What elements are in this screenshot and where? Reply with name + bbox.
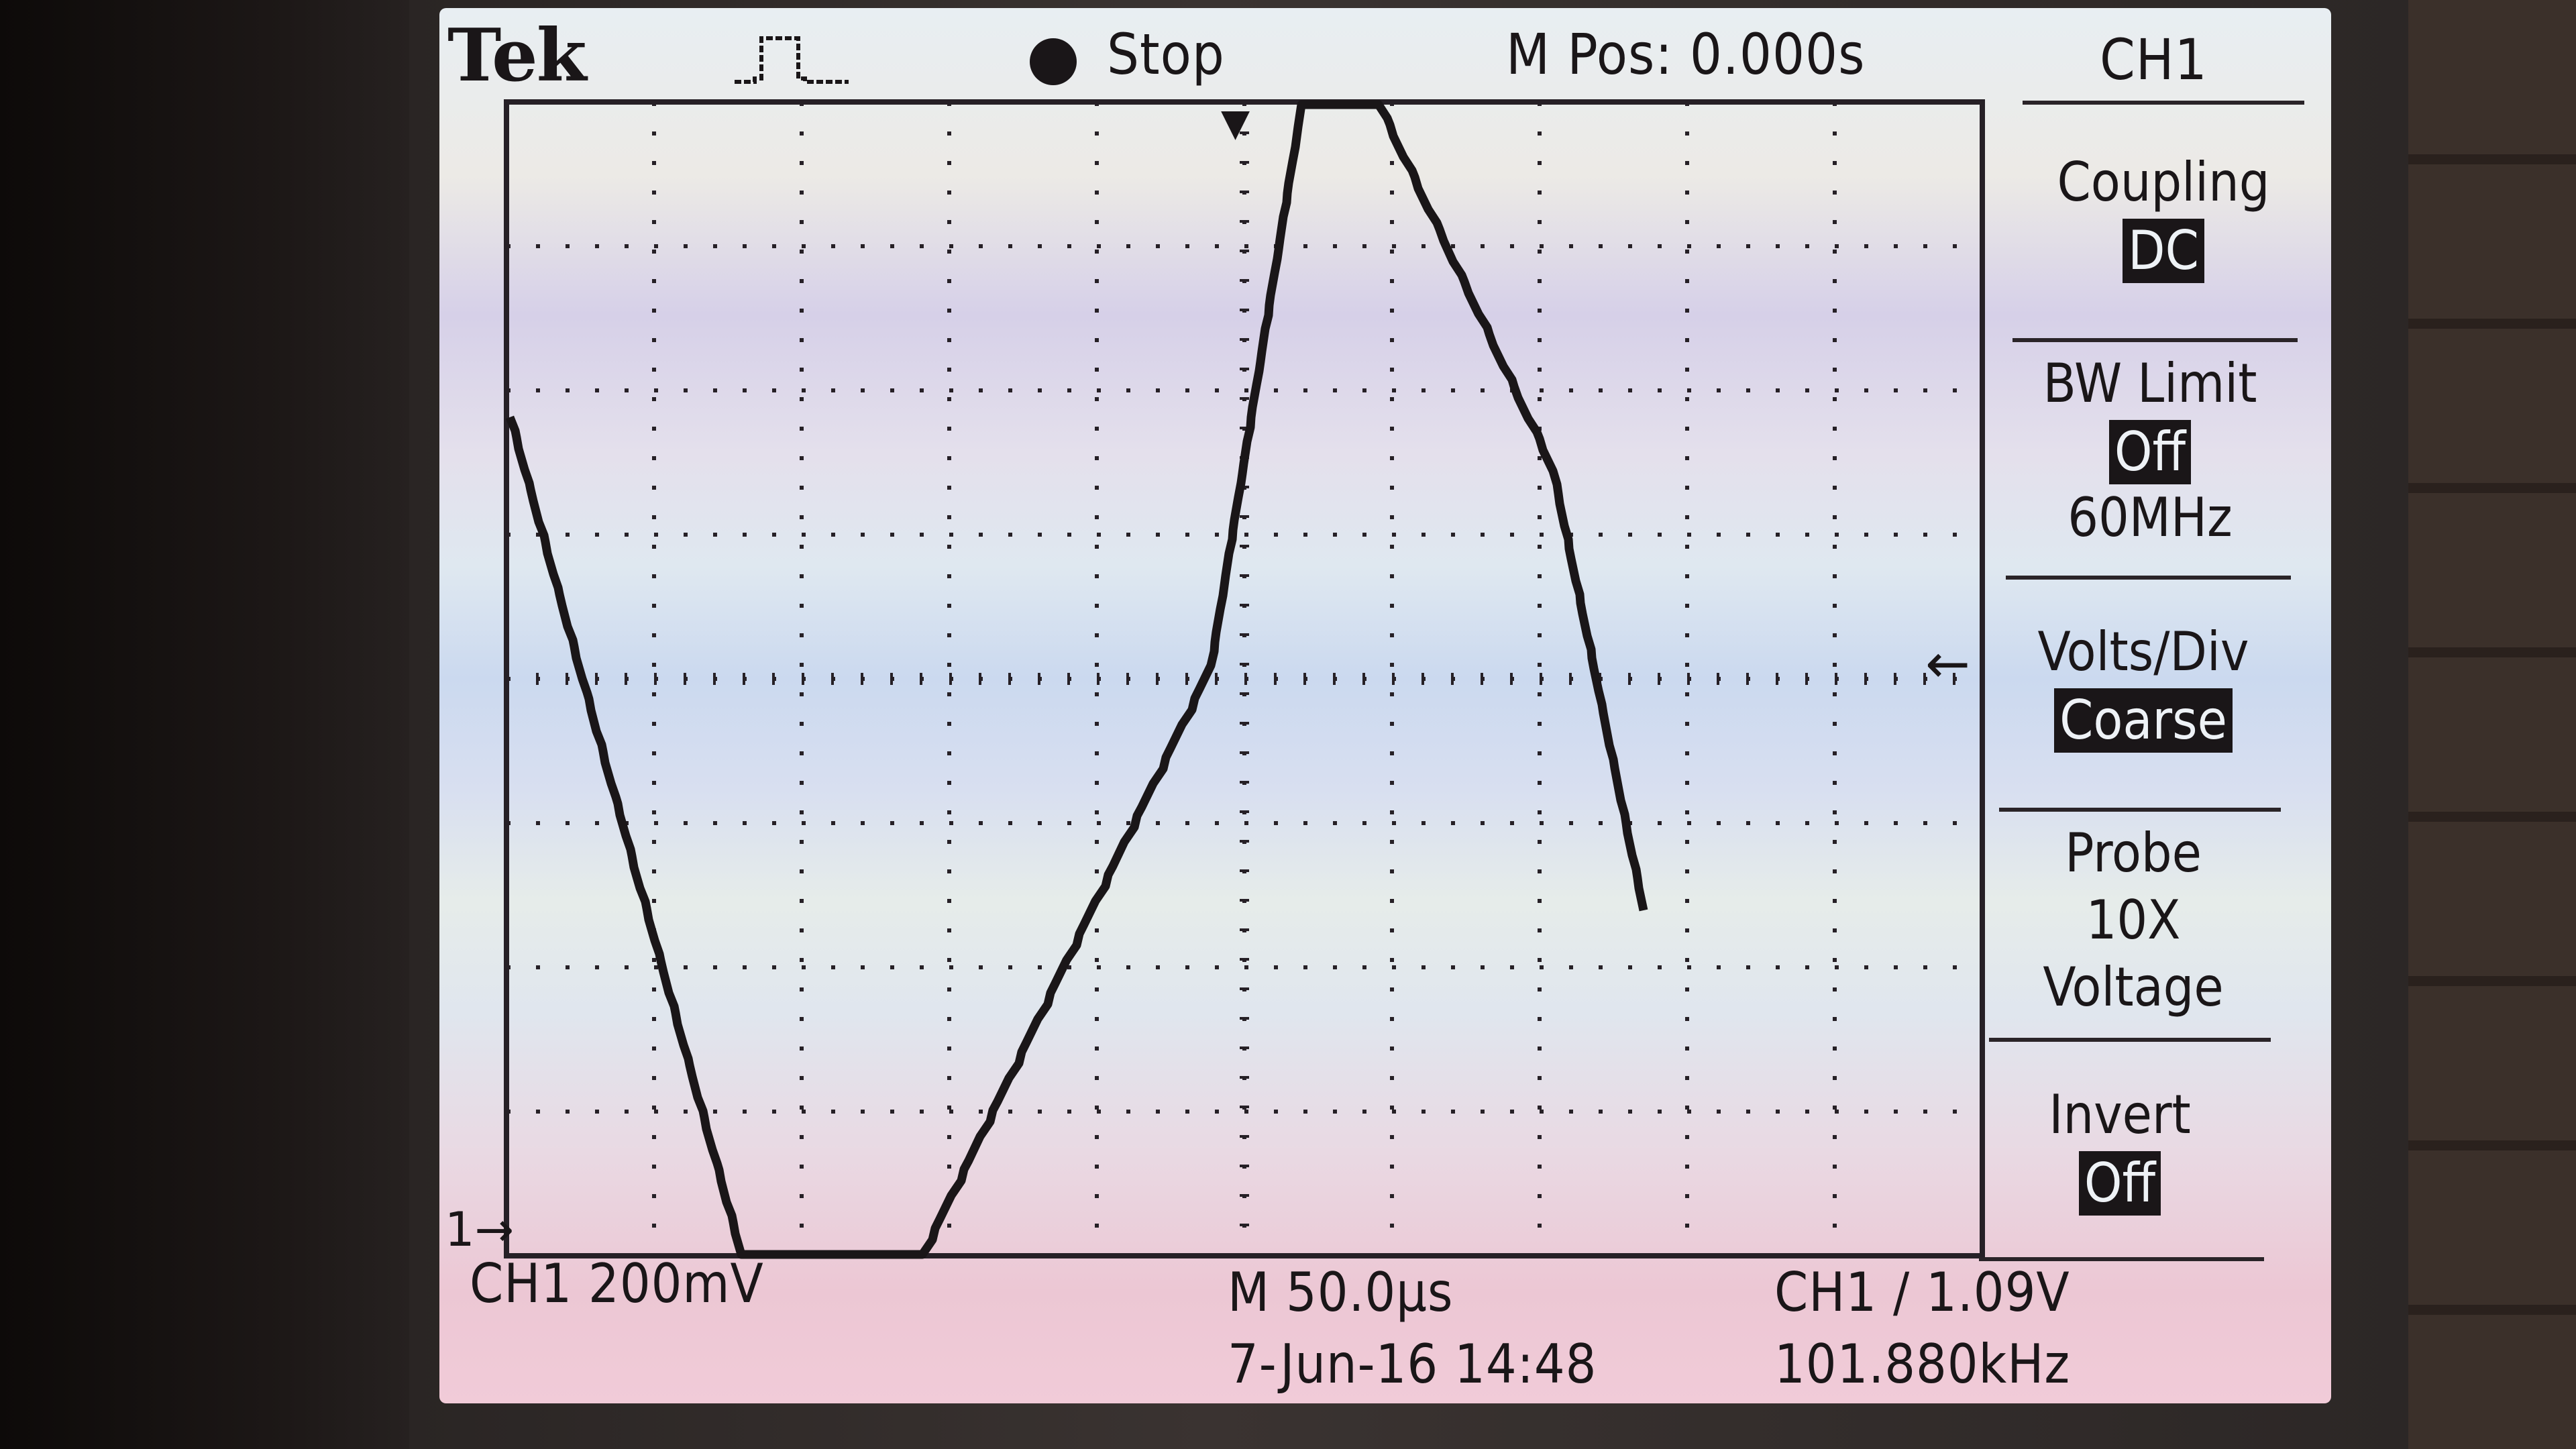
probe-label: Probe: [2065, 822, 2202, 884]
volts-div-label: Volts/Div: [2037, 621, 2249, 683]
ch1-volts-per-div: CH1 200mV: [470, 1252, 764, 1315]
brand-logo: Tek: [447, 13, 587, 98]
trigger-level-marker: ←: [1925, 633, 1970, 695]
date-time: 7-Jun-16 14:48: [1228, 1333, 1597, 1395]
timebase-readout: M 50.0μs: [1228, 1261, 1454, 1324]
bw-limit-value: Off: [2108, 420, 2192, 484]
trigger-position-marker: ▼: [1221, 101, 1250, 145]
invert-value: Off: [2078, 1151, 2161, 1216]
bw-limit-label: BW Limit: [2043, 352, 2257, 415]
right-bezel: [2408, 0, 2576, 1449]
menu-separator: [2012, 338, 2298, 342]
probe-menu-item[interactable]: Probe 10X Voltage: [1989, 820, 2277, 1021]
run-status: Stop: [1107, 21, 1225, 87]
menu-separator: [2006, 576, 2291, 580]
ch1-ground-marker: 1→: [445, 1202, 514, 1257]
trigger-edge-icon: [735, 36, 849, 84]
coupling-value: DC: [2123, 219, 2204, 283]
frequency-readout: 101.880kHz: [1774, 1333, 2071, 1395]
menu-separator: [1989, 1038, 2271, 1042]
horizontal-position: M Pos: 0.000s: [1506, 21, 1866, 87]
center-ticks: [506, 102, 1982, 1256]
menu-separator: [2023, 101, 2304, 105]
bw-limit-menu-item[interactable]: BW Limit Off 60MHz: [2006, 350, 2294, 551]
menu-separator: [1979, 1257, 2264, 1261]
coupling-menu-item[interactable]: Coupling DC: [2019, 149, 2308, 283]
trigger-readout: CH1 ∕ 1.09V: [1774, 1261, 2070, 1324]
probe-type: Voltage: [2043, 956, 2224, 1018]
oscilloscope-screen: Tek Stop M Pos: 0.000s CH1 1→ ▼ ← Coupli…: [439, 8, 2331, 1403]
menu-separator: [1999, 808, 2281, 812]
graticule: 1→ ▼ ←: [445, 99, 1985, 1259]
left-bezel: [0, 0, 409, 1449]
invert-label: Invert: [2049, 1083, 2191, 1146]
menu-title: CH1: [2100, 27, 2208, 93]
volts-div-value: Coarse: [2054, 688, 2233, 753]
run-state-dot-icon: [1030, 38, 1077, 85]
probe-attenuation: 10X: [2086, 889, 2181, 951]
volts-div-menu-item[interactable]: Volts/Div Coarse: [1999, 619, 2288, 753]
invert-menu-item[interactable]: Invert Off: [1976, 1081, 2264, 1216]
bw-limit-frequency: 60MHz: [2068, 486, 2233, 549]
ch1-waveform-trace: [505, 100, 1648, 1259]
coupling-label: Coupling: [2057, 151, 2270, 213]
